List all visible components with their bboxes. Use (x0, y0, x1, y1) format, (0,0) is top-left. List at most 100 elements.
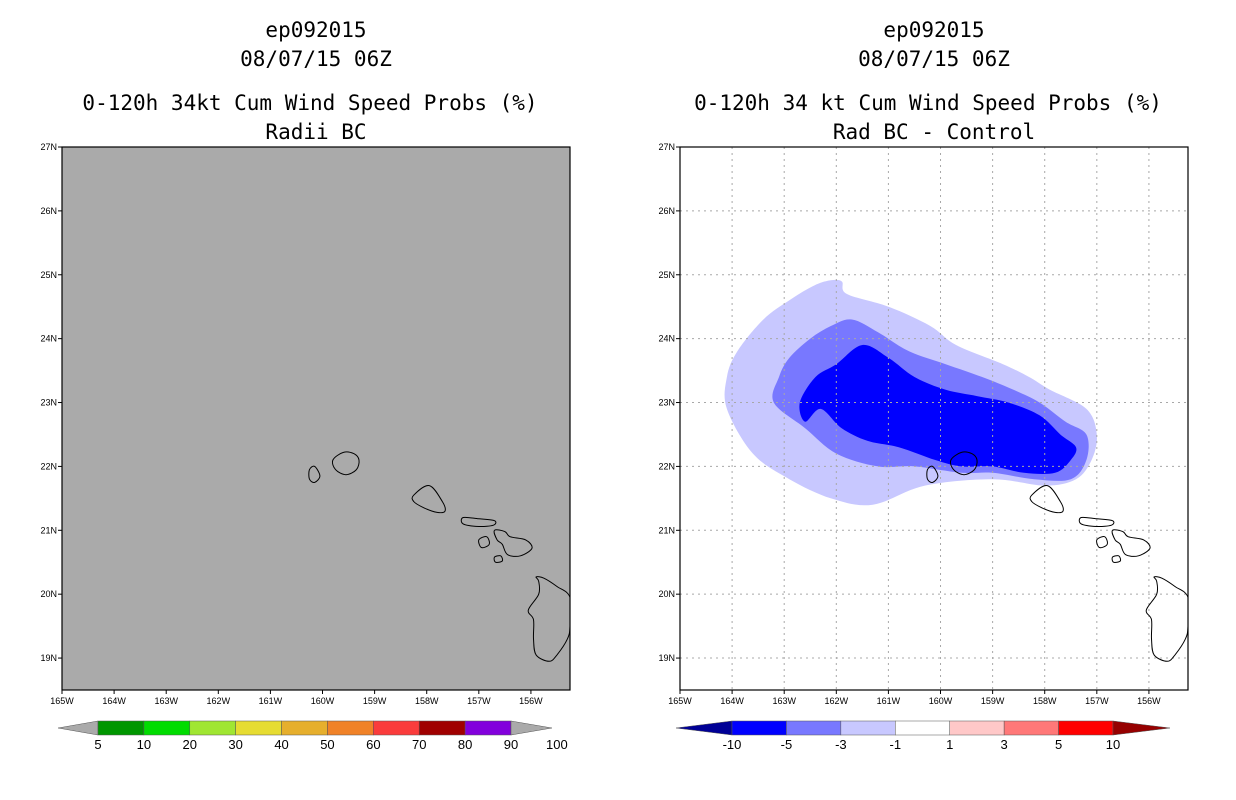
y-tick-label: 20N (40, 589, 57, 599)
coastline-lanai (478, 536, 490, 549)
colorbar-segment (464, 720, 512, 736)
colorbar-label: 90 (504, 737, 518, 752)
x-tick-label: 157W (467, 696, 491, 706)
colorbar-segment (281, 720, 328, 736)
colorbar-label: 100 (546, 737, 568, 752)
colorbar-label: -1 (890, 737, 902, 752)
y-tick-label: 22N (658, 461, 675, 471)
x-tick-label: 164W (102, 696, 126, 706)
y-tick-label: 27N (658, 142, 675, 152)
colorbar-label: 40 (274, 737, 288, 752)
colorbar-segment (1058, 720, 1114, 736)
colorbar-arrow-right (1112, 720, 1171, 736)
colorbar-segment (731, 720, 787, 736)
colorbar-label: 50 (320, 737, 334, 752)
y-tick-label: 26N (658, 206, 675, 216)
coastline-lanai (1096, 536, 1108, 549)
colorbar-segment (143, 720, 191, 736)
colorbar-label: 20 (183, 737, 197, 752)
x-tick-label: 161W (259, 696, 283, 706)
coastline-kahoolawe (493, 555, 504, 563)
colorbar-segment (840, 720, 896, 736)
y-tick-label: 23N (658, 398, 675, 408)
colorbar-segment (418, 720, 466, 736)
plot-content (680, 147, 1188, 690)
colorbar-arrow-left (57, 720, 99, 736)
right-datetime: 08/07/15 06Z (858, 47, 1010, 71)
x-tick-label: 165W (50, 696, 74, 706)
x-tick-label: 165W (668, 696, 692, 706)
colorbar-label: 1 (946, 737, 953, 752)
coastline-maui (493, 529, 533, 557)
right-map-panel: 165W 164W 163W 162W 161W 160W 159W 158W 157W 156W… (658, 142, 1189, 706)
colorbar-segment (1003, 720, 1059, 736)
colorbar-label: 3 (1001, 737, 1008, 752)
plot-frame (679, 146, 1189, 691)
x-tick-label: 161W (877, 696, 901, 706)
x-tick-label: 158W (1033, 696, 1057, 706)
colorbar-label: 10 (137, 737, 151, 752)
coastline-niihau (926, 465, 939, 483)
x-tick-label: 159W (363, 696, 387, 706)
coastline-maui (1111, 529, 1151, 557)
x-tick-label: 156W (1137, 696, 1161, 706)
left-colorbar: 5 10 20 30 40 50 60 70 80 90 100 (57, 720, 568, 752)
y-tick-label: 26N (40, 206, 57, 216)
colorbar-segment (235, 720, 282, 736)
colorbar-label: 5 (94, 737, 101, 752)
y-tick-label: 25N (658, 270, 675, 280)
y-tick-label: 20N (658, 589, 675, 599)
colorbar-label: -10 (723, 737, 742, 752)
coastline-big-island (527, 576, 570, 662)
left-map-panel: 165W 164W 163W 162W 161W 160W 159W 158W 157W 156W… (40, 142, 571, 706)
left-storm-id: ep092015 (265, 18, 367, 42)
coastline-molokai (1078, 516, 1115, 528)
y-tick-label: 19N (658, 653, 675, 663)
coastline-big-island (1145, 576, 1188, 662)
colorbar-label: 60 (366, 737, 380, 752)
y-tick-label: 27N (40, 142, 57, 152)
plot-area (62, 147, 570, 690)
coastline-oahu (1029, 485, 1064, 514)
left-title: 0-120h 34kt Cum Wind Speed Probs (%) (82, 91, 538, 115)
colorbar-segment (949, 720, 1005, 736)
y-tick-label: 19N (40, 653, 57, 663)
colorbar-label: 80 (458, 737, 472, 752)
x-tick-label: 163W (154, 696, 178, 706)
colorbar-segment (786, 720, 842, 736)
coastline-niihau (308, 465, 321, 483)
plot-frame (61, 146, 571, 691)
coastline-molokai (460, 516, 497, 528)
right-colorbar: -10 -5 -3 -1 1 3 5 10 (675, 720, 1171, 752)
y-tick-label: 24N (658, 334, 675, 344)
colorbar-segment (97, 720, 145, 736)
y-tick-label: 25N (40, 270, 57, 280)
coastline-kauai (949, 451, 978, 476)
colorbar-label: 5 (1055, 737, 1062, 752)
colorbar-label: -5 (781, 737, 793, 752)
y-tick-label: 24N (40, 334, 57, 344)
y-tick-label: 21N (40, 525, 57, 535)
coastline-kahoolawe (1111, 555, 1122, 563)
x-tick-label: 157W (1085, 696, 1109, 706)
colorbar-label: 30 (228, 737, 242, 752)
x-tick-label: 164W (720, 696, 744, 706)
x-tick-label: 159W (981, 696, 1005, 706)
x-tick-label: 160W (311, 696, 335, 706)
y-tick-label: 21N (658, 525, 675, 535)
colorbar-arrow-left (675, 720, 733, 736)
right-storm-id: ep092015 (883, 18, 985, 42)
x-tick-label: 156W (519, 696, 543, 706)
right-title: 0-120h 34 kt Cum Wind Speed Probs (%) (694, 91, 1162, 115)
right-subtitle: Rad BC - Control (832, 120, 1036, 144)
y-tick-label: 23N (40, 398, 57, 408)
coastline-kauai (331, 451, 360, 476)
colorbar-segment (895, 720, 950, 736)
y-tick-label: 22N (40, 461, 57, 471)
x-tick-label: 158W (415, 696, 439, 706)
colorbar-label: 10 (1106, 737, 1120, 752)
colorbar-segment (327, 720, 374, 736)
colorbar-arrow-right (510, 720, 553, 736)
x-tick-label: 162W (207, 696, 231, 706)
